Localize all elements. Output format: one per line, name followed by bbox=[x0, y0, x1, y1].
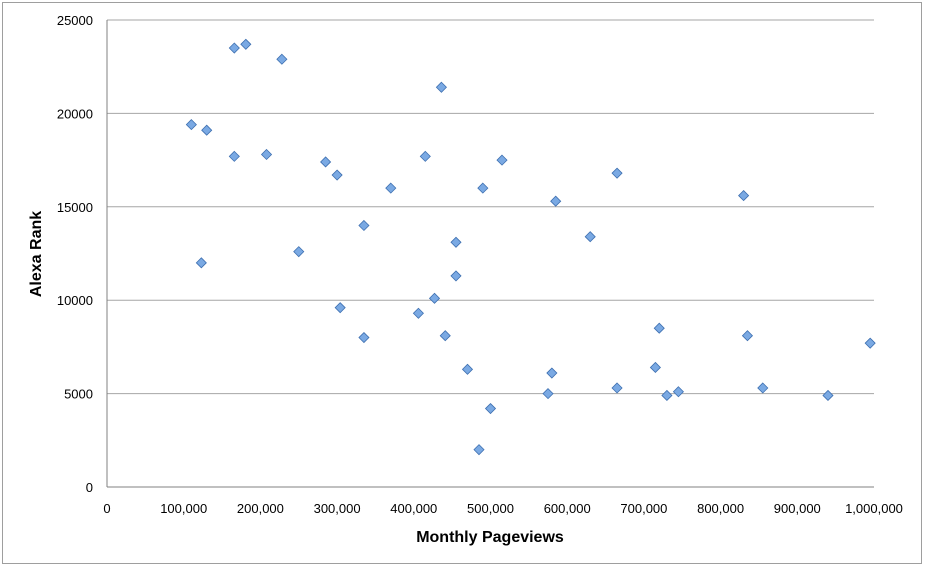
data-point bbox=[864, 337, 876, 349]
data-point bbox=[477, 182, 489, 194]
data-point bbox=[428, 292, 441, 304]
data-point bbox=[649, 361, 661, 374]
data-point bbox=[672, 386, 684, 398]
data-point bbox=[358, 219, 370, 232]
data-point bbox=[331, 169, 343, 181]
data-point bbox=[320, 156, 332, 168]
data-point bbox=[385, 182, 397, 194]
data-point bbox=[757, 382, 769, 394]
x-tick-label: 100,000 bbox=[160, 501, 207, 516]
x-tick-label: 600,000 bbox=[544, 501, 591, 516]
data-point bbox=[435, 81, 447, 93]
data-point bbox=[195, 257, 207, 269]
data-point bbox=[542, 388, 554, 400]
data-point bbox=[473, 444, 485, 456]
data-point bbox=[822, 389, 834, 402]
data-point bbox=[611, 382, 623, 394]
data-point bbox=[293, 246, 305, 258]
data-point bbox=[334, 302, 346, 314]
data-point bbox=[276, 53, 288, 65]
data-point bbox=[661, 389, 673, 402]
x-tick-labels: 0 100,000 200,000 300,000 400,000 500,000 600,… bbox=[103, 501, 903, 516]
y-tick-label: 0 bbox=[86, 480, 93, 495]
x-tick-label: 500,000 bbox=[467, 501, 514, 516]
x-tick-label: 1,000,000 bbox=[845, 501, 903, 516]
y-axis-title: Alexa Rank bbox=[28, 211, 45, 297]
data-point bbox=[240, 38, 252, 50]
data-point bbox=[228, 42, 240, 54]
x-tick-label: 800,000 bbox=[697, 501, 744, 516]
data-point bbox=[741, 330, 754, 342]
data-point bbox=[484, 402, 497, 415]
data-point bbox=[419, 150, 431, 162]
data-point bbox=[260, 148, 273, 161]
y-tick-label: 15000 bbox=[57, 200, 93, 215]
data-point bbox=[584, 231, 596, 243]
data-point bbox=[496, 154, 508, 166]
x-tick-label: 700,000 bbox=[620, 501, 667, 516]
data-point bbox=[461, 363, 474, 375]
data-point bbox=[450, 270, 462, 282]
y-tick-label: 5000 bbox=[64, 387, 93, 402]
gridlines bbox=[107, 19, 874, 395]
data-point bbox=[653, 322, 665, 334]
x-tick-label: 400,000 bbox=[390, 501, 437, 516]
data-point bbox=[738, 190, 750, 202]
data-point bbox=[358, 331, 370, 344]
data-point bbox=[185, 119, 197, 131]
x-tick-label: 200,000 bbox=[237, 501, 284, 516]
y-tick-labels: 0 5000 10000 15000 20000 25000 bbox=[57, 13, 93, 495]
y-tick-label: 10000 bbox=[57, 293, 93, 308]
data-point bbox=[550, 195, 562, 207]
data-points bbox=[185, 38, 876, 456]
data-point bbox=[450, 236, 462, 248]
y-tick-label: 25000 bbox=[57, 13, 93, 28]
x-tick-label: 0 bbox=[103, 501, 110, 516]
data-point bbox=[611, 167, 623, 179]
data-point bbox=[412, 307, 424, 319]
x-tick-label: 900,000 bbox=[774, 501, 821, 516]
data-point bbox=[546, 367, 558, 379]
data-point bbox=[201, 124, 213, 136]
x-tick-label: 300,000 bbox=[314, 501, 361, 516]
data-point bbox=[228, 150, 240, 162]
axes bbox=[106, 20, 874, 488]
data-point bbox=[439, 330, 451, 342]
y-tick-label: 20000 bbox=[57, 106, 93, 121]
x-axis-title: Monthly Pageviews bbox=[416, 529, 564, 546]
